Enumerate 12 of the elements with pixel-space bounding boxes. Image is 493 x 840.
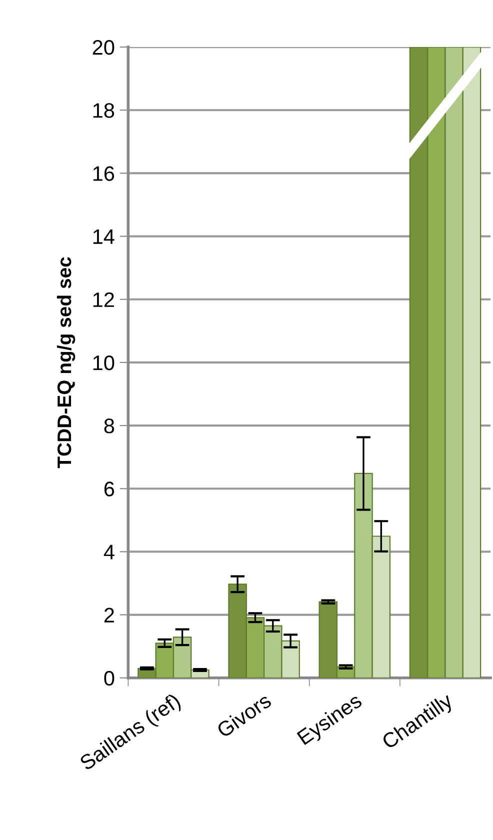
y-tick-label: 18: [93, 103, 114, 118]
y-tick-label: 12: [93, 292, 114, 307]
y-tick-label: 2: [104, 608, 114, 622]
y-tick-label: 6: [104, 482, 114, 496]
y-tick-label: 16: [93, 166, 114, 181]
y-tick-label: 8: [104, 418, 114, 434]
y-tick-label: 0: [104, 670, 114, 686]
y-tick-label: 20: [92, 40, 114, 55]
y-tick-label: 10: [93, 355, 114, 370]
y-axis-title: TCDD-EQ ng/g sed sec: [56, 257, 76, 468]
y-tick-label: 14: [93, 230, 114, 244]
y-tick-label: 4: [104, 544, 114, 560]
